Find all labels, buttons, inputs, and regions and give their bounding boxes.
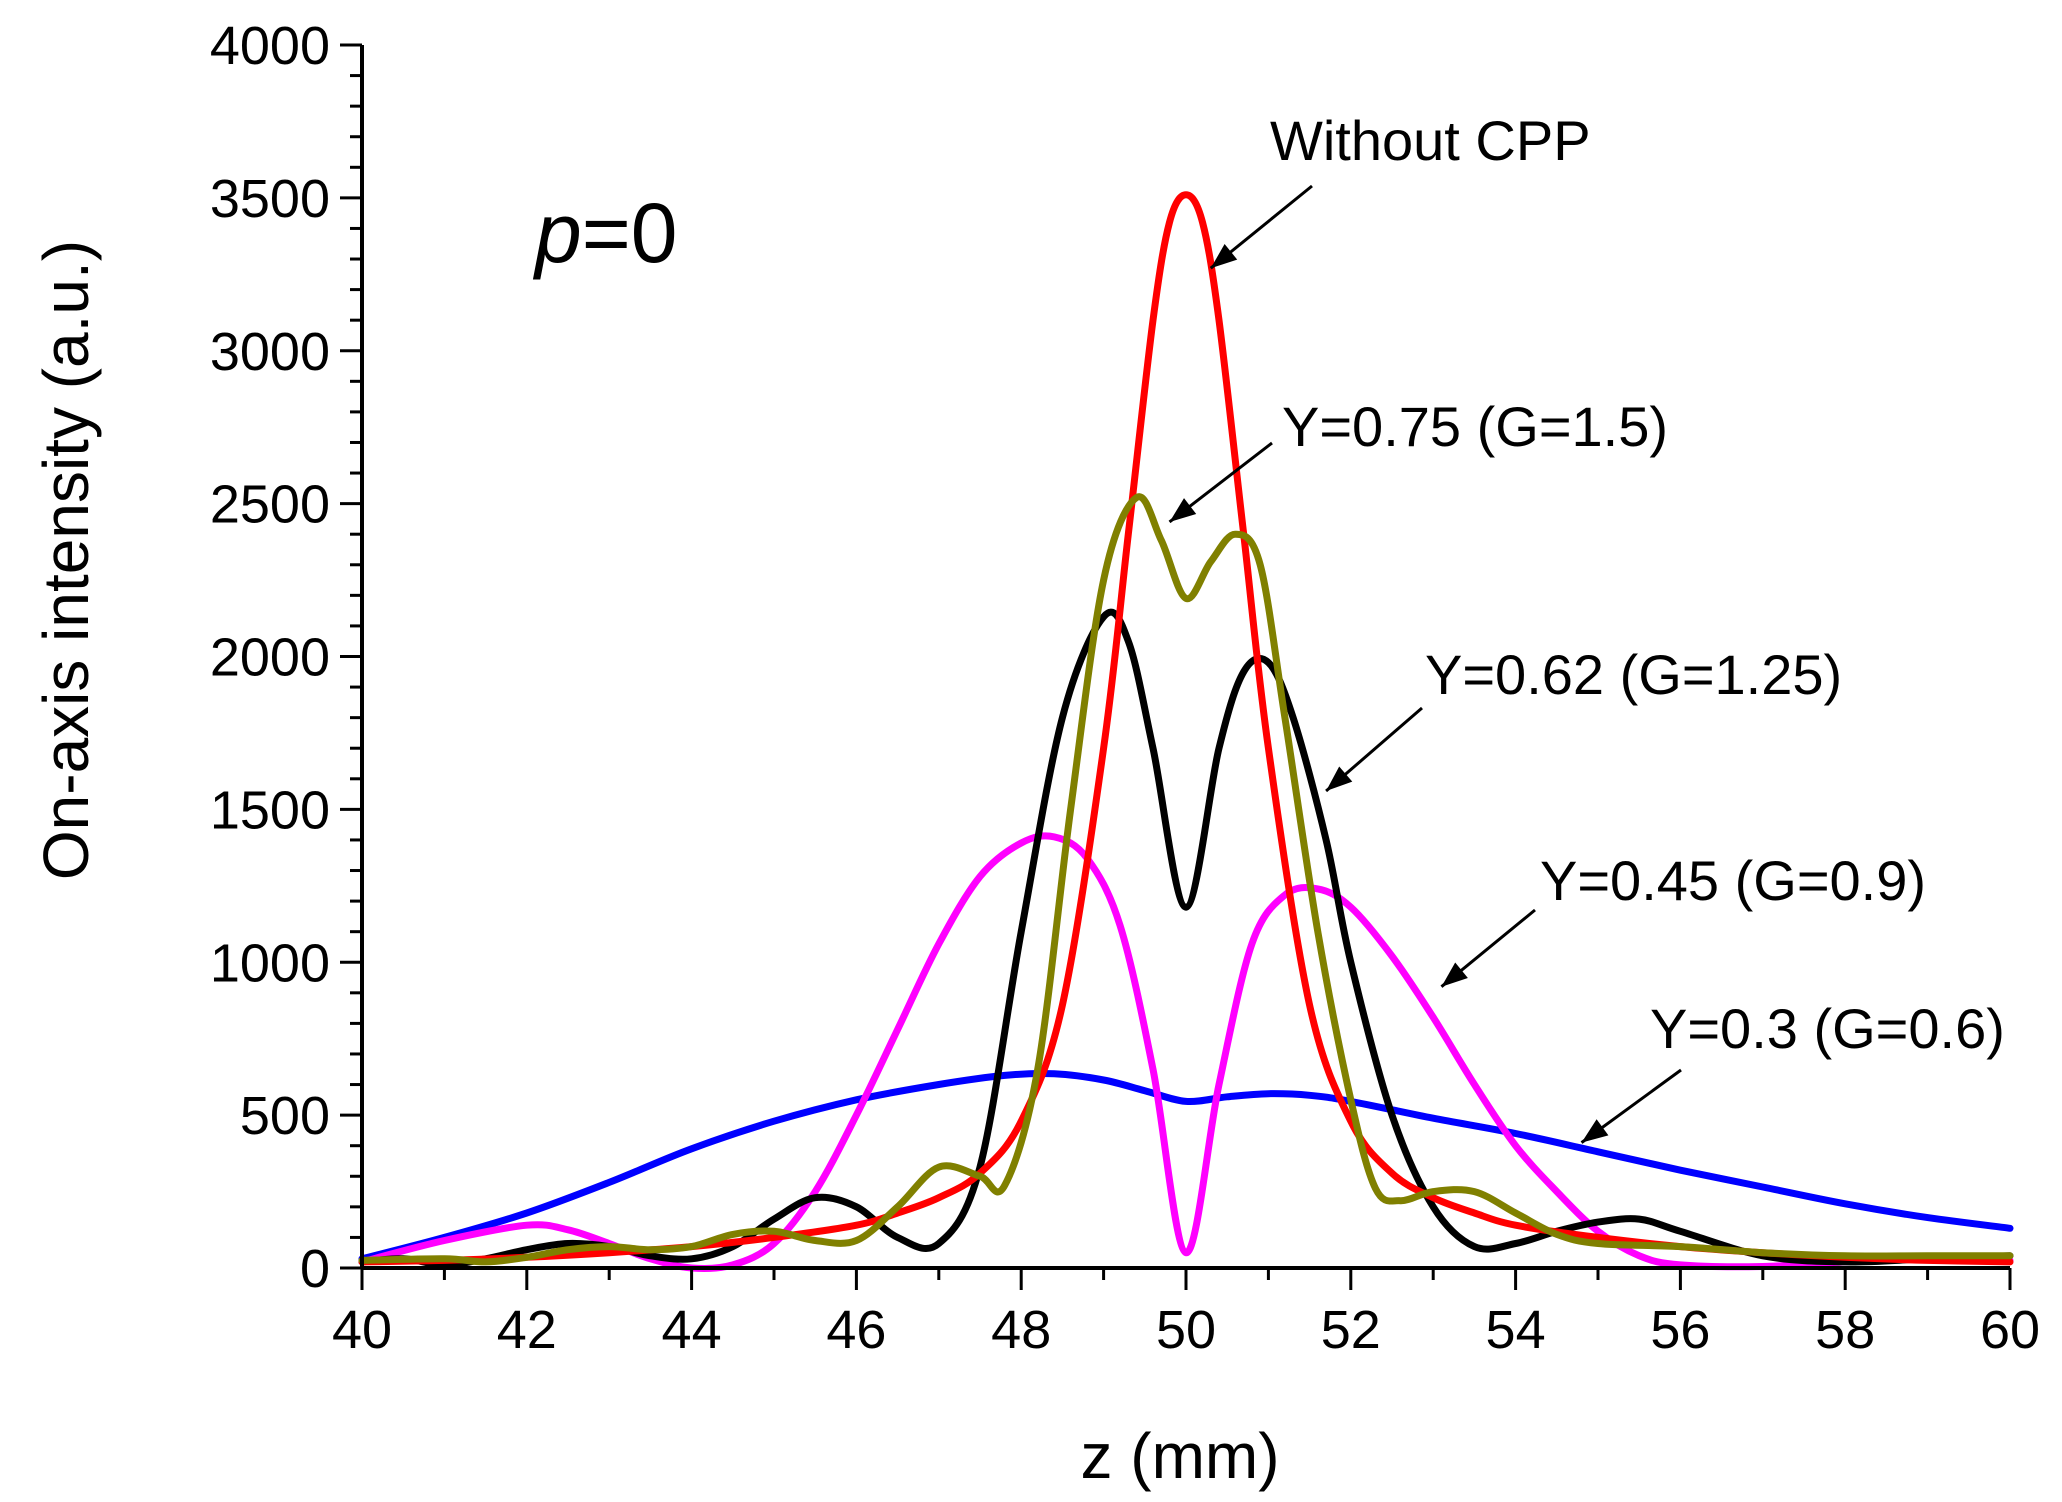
annotation-arrowhead bbox=[1581, 1119, 1609, 1143]
x-tick-label: 56 bbox=[1650, 1300, 1710, 1360]
x-tick-label: 40 bbox=[332, 1300, 392, 1360]
y-tick-label: 2500 bbox=[210, 475, 330, 535]
annotation-arrowhead bbox=[1326, 766, 1353, 792]
annotation-arrowhead bbox=[1210, 244, 1238, 269]
parameter-label: p=0 bbox=[532, 186, 678, 280]
annotation-arrowhead bbox=[1441, 962, 1468, 987]
x-tick-label: 44 bbox=[662, 1300, 722, 1360]
y-tick-label: 0 bbox=[300, 1239, 330, 1299]
annotation-label: Y=0.75 (G=1.5) bbox=[1282, 395, 1668, 458]
x-tick-label: 42 bbox=[497, 1300, 557, 1360]
annotation-label: Without CPP bbox=[1270, 109, 1591, 172]
x-tick-label: 46 bbox=[826, 1300, 886, 1360]
y-tick-label: 2000 bbox=[210, 628, 330, 688]
x-tick-label: 54 bbox=[1486, 1300, 1546, 1360]
y-axis-title: On-axis intensity (a.u.) bbox=[30, 240, 102, 880]
x-tick-label: 48 bbox=[991, 1300, 1051, 1360]
y-tick-label: 500 bbox=[240, 1086, 330, 1146]
annotation-label: Y=0.45 (G=0.9) bbox=[1540, 849, 1926, 912]
annotation-arrowhead bbox=[1169, 498, 1197, 522]
parameter-symbol: p bbox=[532, 186, 582, 280]
annotation-label: Y=0.3 (G=0.6) bbox=[1650, 997, 2005, 1060]
series-line-y-0-75-g-1-5 bbox=[358, 493, 2014, 1266]
parameter-value: =0 bbox=[582, 186, 678, 280]
series-line-y-0-62-g-1-25 bbox=[358, 608, 2014, 1269]
y-tick-label: 1000 bbox=[210, 933, 330, 993]
y-tick-label: 4000 bbox=[210, 16, 330, 76]
x-tick-label: 60 bbox=[1980, 1300, 2040, 1360]
x-tick-label: 52 bbox=[1321, 1300, 1381, 1360]
x-axis-title: z (mm) bbox=[1080, 1420, 1279, 1492]
series-line-y-0-3-g-0-6 bbox=[358, 1070, 2014, 1263]
annotation-layer: Without CPP Y=0.75 (G=1.5) Y=0.62 (G=1.25)… bbox=[1168, 109, 2005, 1144]
y-tick-label: 3500 bbox=[210, 169, 330, 229]
y-tick-label: 3000 bbox=[210, 322, 330, 382]
x-tick-label: 50 bbox=[1156, 1300, 1216, 1360]
x-tick-label: 58 bbox=[1815, 1300, 1875, 1360]
ticks-layer: 40 42 44 46 48 50 52 54 56 58 60 0 500 1000 1500 2000 25… bbox=[210, 16, 2040, 1360]
y-tick-label: 1500 bbox=[210, 780, 330, 840]
annotation-label: Y=0.62 (G=1.25) bbox=[1425, 643, 1842, 706]
